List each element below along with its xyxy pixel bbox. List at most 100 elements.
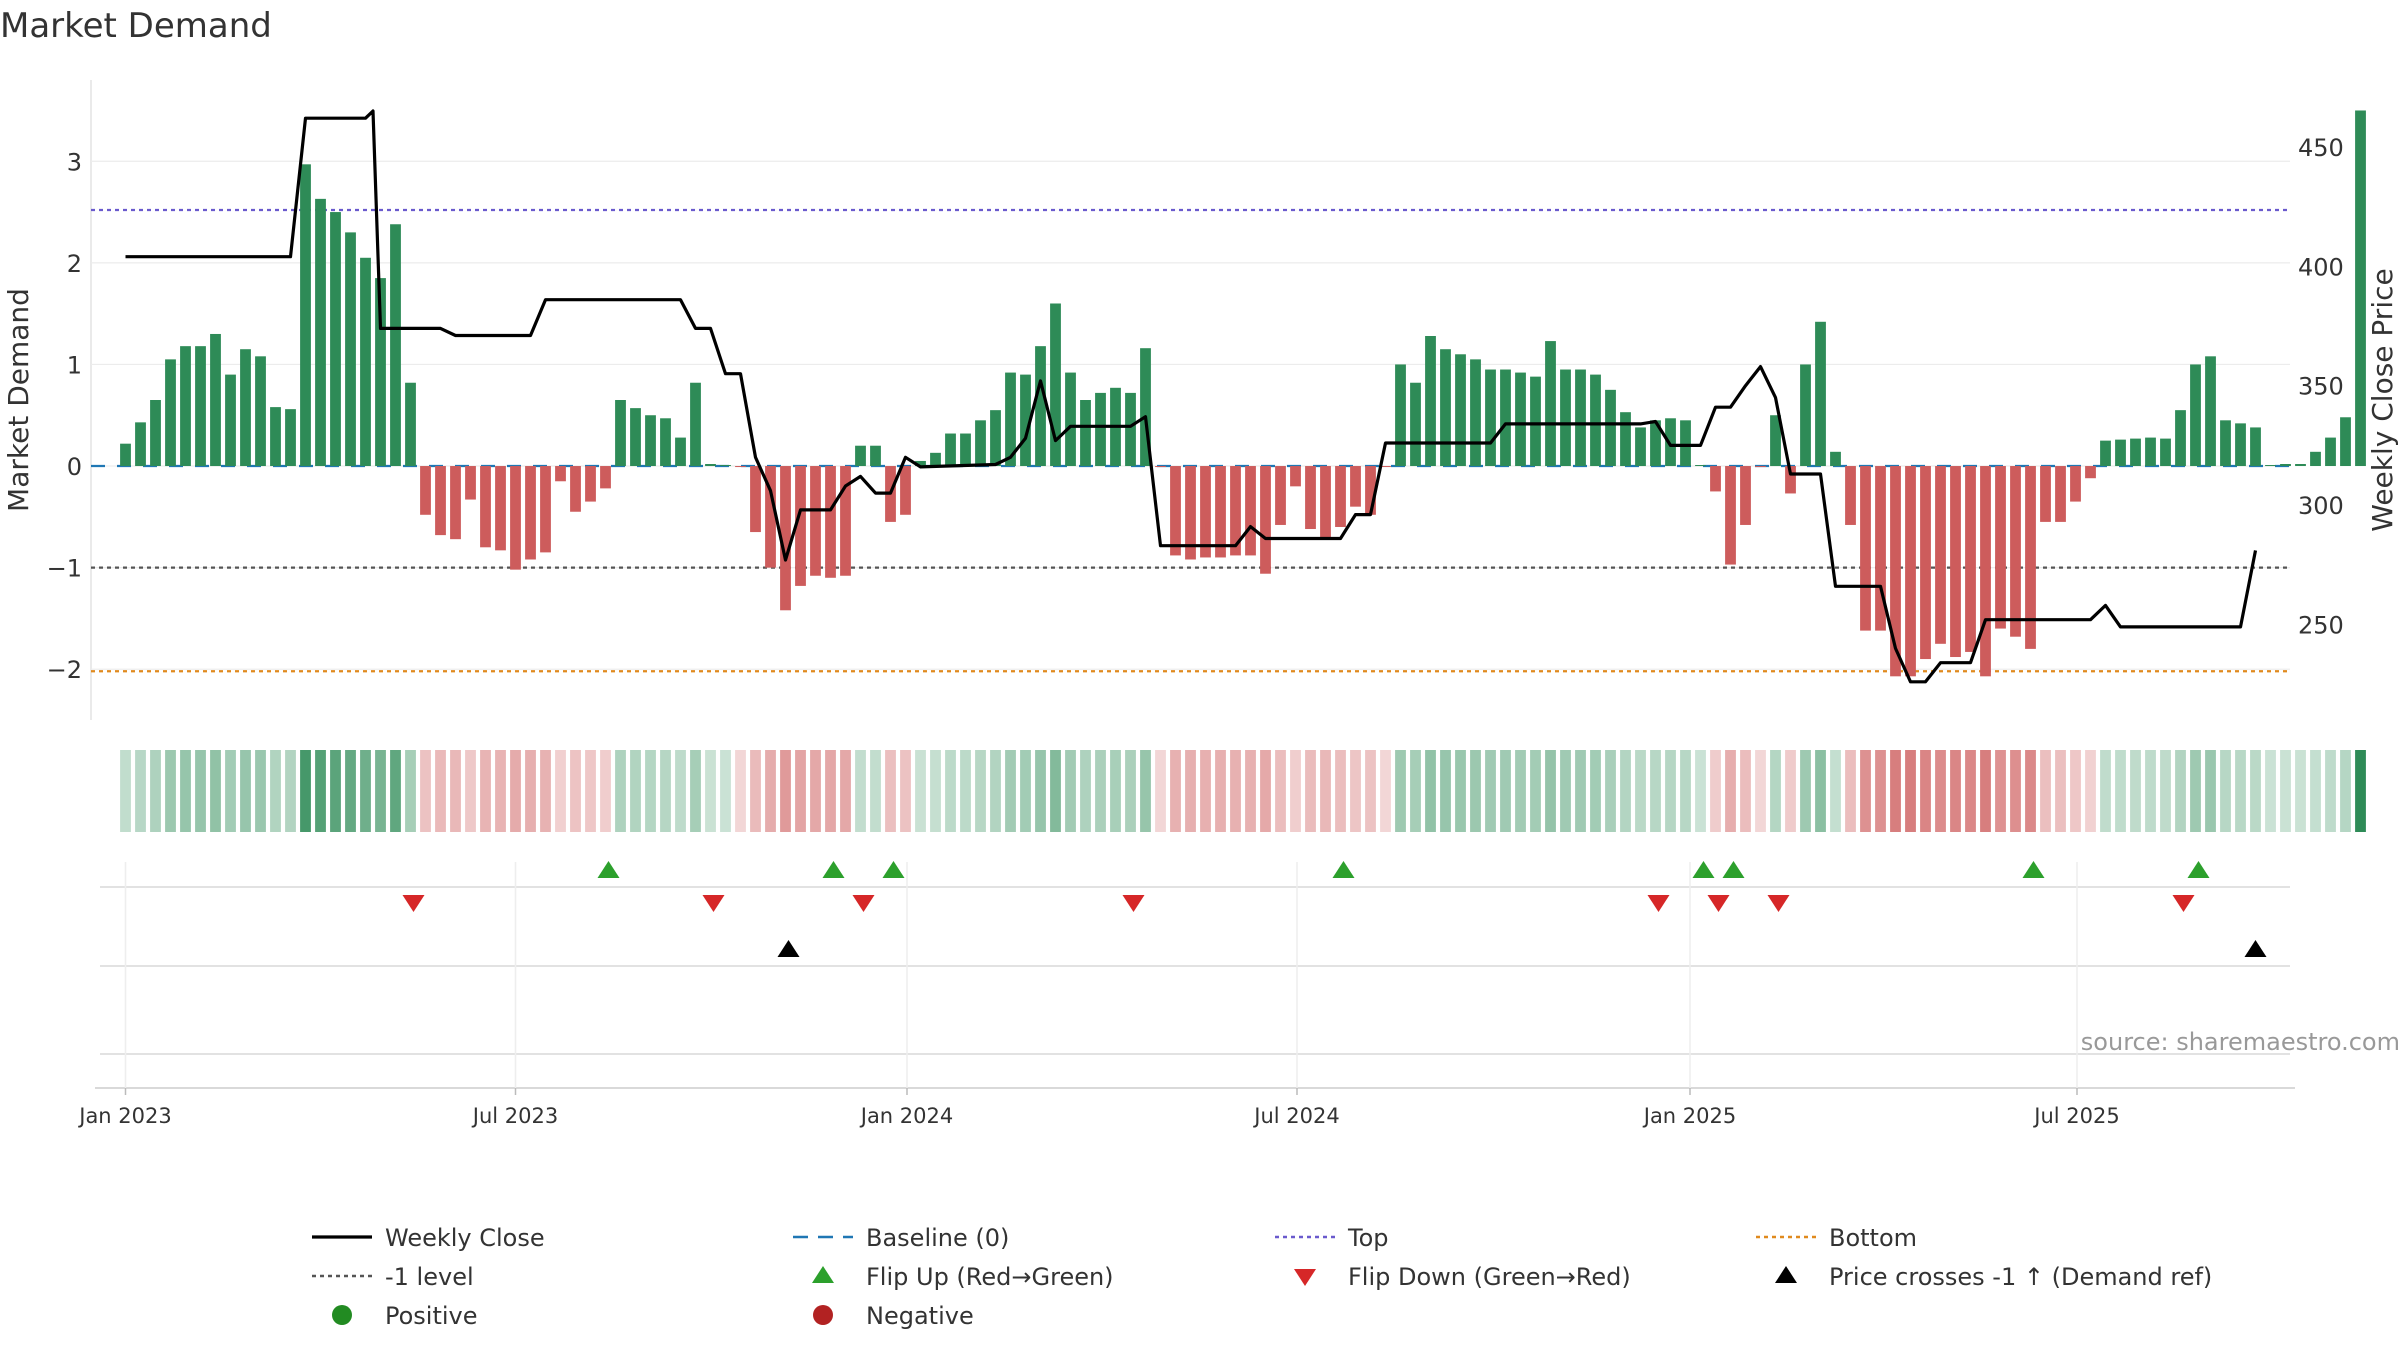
demand-bar <box>2160 438 2171 467</box>
strip-cell <box>855 750 866 832</box>
demand-bar <box>1905 466 1916 677</box>
strip-cell <box>2325 750 2336 832</box>
strip-cell <box>720 750 731 832</box>
strip-cell <box>1890 750 1901 832</box>
demand-bar <box>2010 466 2021 637</box>
strip-cell <box>375 750 386 832</box>
demand-bar <box>615 400 626 467</box>
demand-bar <box>630 408 641 467</box>
x-tick-label: Jan 2025 <box>1642 1104 1737 1128</box>
legend-item-negative: Negative <box>813 1302 974 1330</box>
flip-up-marker <box>597 861 620 878</box>
strip-cell <box>1530 750 1541 832</box>
strip-cell <box>525 750 536 832</box>
demand-bar <box>1140 348 1151 467</box>
demand-bar <box>2100 440 2111 467</box>
strip-cell <box>435 750 446 832</box>
flip-down-marker <box>1647 895 1670 912</box>
flip-down-marker <box>1767 895 1790 912</box>
demand-bar <box>1335 466 1346 527</box>
demand-bar <box>495 466 506 551</box>
x-tick-label: Jul 2025 <box>2032 1104 2119 1128</box>
demand-bar <box>1560 369 1571 467</box>
legend-item-baseline: Baseline (0) <box>793 1224 1009 1252</box>
demand-bar <box>1170 466 1181 556</box>
weekly-close-line <box>125 109 2258 684</box>
y-tick-label: 3 <box>67 148 82 176</box>
demand-bar <box>810 466 821 576</box>
strip-cell <box>1680 750 1691 832</box>
demand-bars <box>120 110 2366 677</box>
strip-cell <box>1920 750 1931 832</box>
strip-cell <box>840 750 851 832</box>
demand-bar <box>300 164 311 467</box>
demand-bar <box>120 443 131 467</box>
strip-cell <box>1800 750 1811 832</box>
strip-cell <box>2280 750 2291 832</box>
x-tick-label: Jan 2023 <box>77 1104 172 1128</box>
demand-bar <box>1515 372 1526 467</box>
legend-label: Price crosses -1 ↑ (Demand ref) <box>1829 1263 2212 1291</box>
demand-bar <box>270 407 281 467</box>
demand-bar <box>1230 466 1241 556</box>
demand-bar <box>900 466 911 515</box>
demand-bar <box>1785 466 1796 494</box>
strip-cell <box>2010 750 2021 832</box>
strip-cell <box>1395 750 1406 832</box>
strip-cell <box>165 750 176 832</box>
demand-bar <box>2220 420 2231 467</box>
strip-cell <box>990 750 1001 832</box>
strip-cell <box>210 750 221 832</box>
legend-item-top: Top <box>1275 1224 1389 1252</box>
demand-bar <box>480 466 491 548</box>
demand-bar <box>1875 466 1886 631</box>
strip-cell <box>1515 750 1526 832</box>
demand-bar <box>180 346 191 467</box>
demand-bar <box>1710 466 1721 492</box>
demand-bar <box>2190 364 2201 467</box>
demand-bar <box>1065 372 1076 467</box>
strip-cell <box>1665 750 1676 832</box>
strip-cell <box>1785 750 1796 832</box>
strip-cell <box>480 750 491 832</box>
weekly-close-series <box>125 109 2258 684</box>
demand-bar <box>1125 392 1136 467</box>
strip-cell <box>690 750 701 832</box>
strip-cell <box>1050 750 1061 832</box>
demand-bar <box>1695 465 1706 467</box>
demand-bar <box>465 466 476 500</box>
strip-cell <box>660 750 671 832</box>
strip-cell <box>750 750 761 832</box>
strip-cell <box>1575 750 1586 832</box>
demand-bar <box>1155 466 1166 468</box>
strip-cell <box>2355 750 2366 832</box>
strip-cell <box>645 750 656 832</box>
y-axis-right: 250 300 350 400 450 <box>2298 134 2344 640</box>
strip-cell <box>360 750 371 832</box>
demand-bar <box>1185 466 1196 560</box>
strip-cell <box>1320 750 1331 832</box>
y2-tick-label: 300 <box>2298 492 2344 520</box>
demand-bar <box>1890 466 1901 677</box>
legend-swatch <box>1775 1266 1797 1283</box>
strip-cell <box>2160 750 2171 832</box>
demand-bar <box>1605 389 1616 467</box>
strip-cell <box>315 750 326 832</box>
demand-bar <box>855 445 866 467</box>
strip-cell <box>765 750 776 832</box>
demand-bar <box>660 418 671 467</box>
legend-item-positive: Positive <box>332 1302 478 1330</box>
demand-bar <box>525 466 536 560</box>
strip-cell <box>570 750 581 832</box>
strip-cell <box>2040 750 2051 832</box>
demand-bar <box>735 466 746 468</box>
strip-cell <box>450 750 461 832</box>
demand-bar <box>135 422 146 467</box>
demand-bar <box>600 466 611 489</box>
strip-cell <box>1275 750 1286 832</box>
strip-cell <box>915 750 926 832</box>
strip-cell <box>2235 750 2246 832</box>
demand-bar <box>450 466 461 540</box>
y-axis-left: −2 −1 0 1 2 3 <box>47 148 82 684</box>
x-tick-label: Jul 2023 <box>471 1104 558 1128</box>
